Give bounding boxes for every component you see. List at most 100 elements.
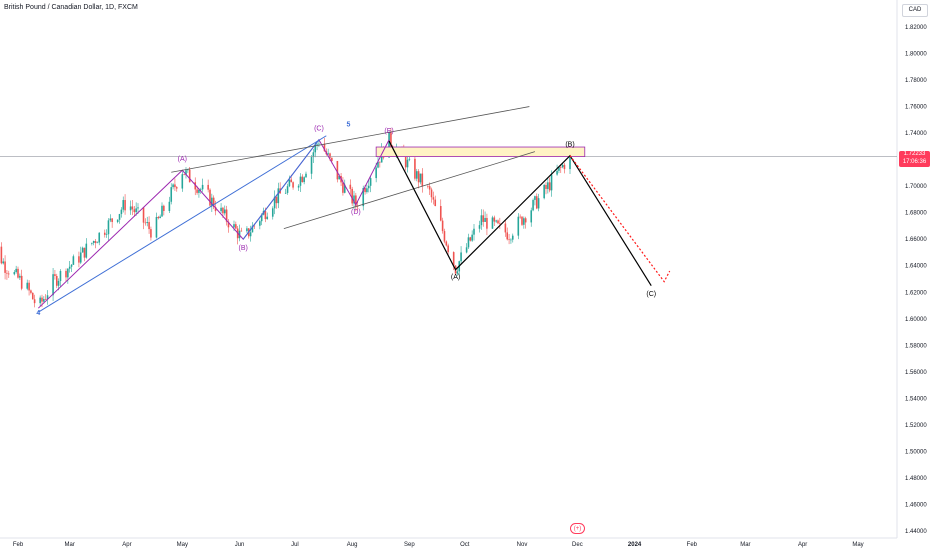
candle-body — [543, 185, 545, 199]
x-tick-label: Dec — [572, 542, 583, 548]
candle-body — [495, 220, 497, 222]
y-tick-label: 1.52000 — [905, 423, 927, 429]
candle-body — [271, 208, 274, 217]
candle-body — [499, 223, 501, 224]
trend-wave-line — [242, 139, 320, 240]
candle-body — [155, 216, 158, 238]
candle-body — [415, 171, 418, 179]
y-tick-label: 1.48000 — [905, 476, 927, 482]
candle-body — [260, 214, 263, 222]
candle-body — [72, 256, 75, 265]
candle-body — [65, 270, 67, 278]
candle-body — [517, 216, 520, 236]
candle-body — [532, 199, 534, 211]
candle-body — [286, 186, 289, 193]
x-tick-label: Aug — [347, 542, 358, 548]
candle-body — [253, 225, 256, 227]
candle-body — [521, 216, 523, 225]
y-tick-label: 1.56000 — [905, 370, 927, 376]
candle-body — [207, 184, 209, 190]
x-tick-label: Nov — [517, 542, 528, 548]
candle-body — [19, 275, 21, 278]
candle-body — [41, 297, 43, 302]
candle-body — [144, 222, 147, 224]
candle-body — [201, 184, 204, 190]
candle-body — [460, 252, 462, 262]
candle-body — [266, 216, 269, 220]
candle-body — [545, 185, 547, 189]
candle-body — [94, 240, 97, 244]
x-tick-label: Jun — [235, 542, 245, 548]
candle-body — [519, 216, 521, 218]
candle-body — [107, 220, 110, 235]
candle-body — [79, 252, 82, 263]
time-axis[interactable]: Feb Mar Apr May Jun Jul Aug Sep Oct Nov Dec 2024 Feb… — [13, 542, 864, 548]
currency-button[interactable]: CAD — [902, 4, 928, 17]
drawings-group: 4 (A) (B) (C) 5 (D) (E) (A) (B) (C) — [0, 106, 897, 317]
candle-body — [233, 224, 235, 228]
candle-body — [118, 214, 121, 220]
candle-body — [312, 152, 315, 158]
x-tick-label: May — [177, 542, 188, 548]
candle-body — [441, 220, 444, 232]
candle-body — [196, 189, 198, 193]
candle-body — [275, 196, 278, 204]
candle-body — [290, 179, 293, 183]
candle-body — [31, 292, 34, 300]
candle-body — [375, 167, 377, 179]
candle-body — [39, 297, 41, 304]
impulse-wave-line — [37, 138, 390, 309]
candle-body — [388, 131, 390, 158]
price-axis[interactable]: 1.820001.800001.780001.760001.740001.720… — [905, 25, 927, 535]
candle-body — [318, 143, 320, 145]
candle-body — [349, 184, 352, 189]
candle-body — [103, 232, 106, 235]
candle-body — [390, 131, 392, 147]
y-tick-label: 1.50000 — [905, 449, 927, 455]
candle-body — [445, 241, 448, 246]
candle-body — [26, 282, 29, 289]
candle-body — [194, 182, 197, 190]
candle-body — [493, 217, 496, 222]
candle-body — [120, 209, 123, 215]
candle-body — [362, 187, 365, 207]
candle-body — [235, 224, 237, 229]
candle-body — [355, 195, 357, 207]
candle-body — [456, 271, 459, 274]
candle-body — [414, 158, 416, 179]
bar-countdown: 17:06:36 — [902, 158, 927, 165]
candle-body — [264, 210, 267, 220]
economic-events-icon[interactable]: (+) — [570, 523, 585, 534]
candle-body — [421, 173, 424, 187]
candle-body — [550, 174, 553, 191]
candle-body — [55, 275, 58, 286]
candle-body — [343, 184, 346, 193]
x-tick-label: Apr — [798, 542, 807, 548]
candle-body — [535, 196, 538, 209]
candle-body — [20, 275, 23, 289]
x-tick-label: 2024 — [628, 542, 642, 548]
candle-body — [43, 299, 45, 302]
candle-body — [367, 185, 370, 189]
candle-body — [523, 218, 525, 225]
candle-body — [316, 144, 318, 145]
candle-body — [510, 239, 512, 241]
candle-body — [508, 239, 510, 240]
candle-body — [59, 270, 62, 281]
candle-body — [44, 299, 47, 300]
y-tick-label: 1.60000 — [905, 317, 927, 323]
candle-body — [447, 245, 449, 253]
candle-body — [292, 182, 294, 188]
candle-body — [161, 205, 163, 217]
candle-body — [561, 164, 564, 168]
candle-body — [504, 223, 507, 233]
y-tick-label: 1.62000 — [905, 290, 927, 296]
candle-body — [33, 299, 36, 304]
candle-body — [559, 167, 562, 168]
candle-body — [81, 247, 84, 253]
x-tick-label: Jul — [291, 542, 299, 548]
candle-body — [223, 209, 226, 214]
resistance-zone — [375, 146, 586, 157]
x-tick-label: May — [852, 542, 863, 548]
